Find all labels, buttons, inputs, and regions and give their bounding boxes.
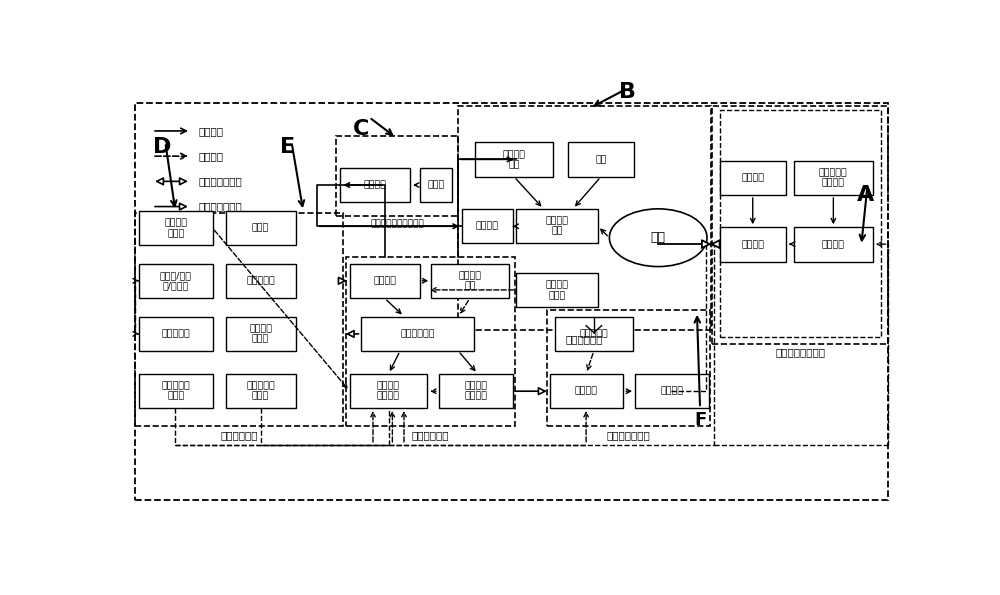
Text: B: B [619, 82, 636, 102]
Bar [550, 374, 623, 408]
Bar [458, 106, 711, 330]
Bar [340, 168, 410, 202]
Text: 故障诊断
电路: 故障诊断 电路 [458, 271, 481, 291]
Bar [336, 136, 458, 216]
Text: 压力调节
电磁阀: 压力调节 电磁阀 [249, 324, 272, 343]
Bar [139, 317, 213, 351]
Bar [226, 211, 296, 246]
Text: 补偿电磁阀: 补偿电磁阀 [161, 329, 190, 338]
Bar [226, 374, 296, 408]
Bar [516, 209, 598, 243]
Text: D: D [153, 137, 171, 157]
Text: 制动主缸带储油杯总成: 制动主缸带储油杯总成 [370, 220, 424, 228]
Circle shape [609, 209, 707, 267]
Text: 安全阀: 安全阀 [252, 224, 269, 233]
Text: 电机执行机构: 电机执行机构 [566, 334, 603, 344]
Bar [516, 273, 598, 308]
Text: 信号采集
处理电路: 信号采集 处理电路 [377, 381, 400, 400]
Bar [226, 317, 296, 351]
Bar [139, 374, 213, 408]
Bar [346, 257, 515, 427]
Text: F: F [694, 411, 706, 428]
Bar [361, 317, 474, 351]
Bar [462, 209, 512, 243]
Text: 电子控制单元: 电子控制单元 [412, 430, 449, 440]
Text: 卡环: 卡环 [595, 155, 607, 164]
Bar [555, 317, 633, 351]
Text: C: C [353, 118, 370, 139]
Bar [635, 374, 709, 408]
Text: 电路连接: 电路连接 [199, 151, 224, 161]
Text: 储油杯: 储油杯 [427, 180, 444, 189]
Text: 驱动电路: 驱动电路 [660, 387, 683, 396]
Bar [226, 264, 296, 298]
Text: 蓄能器压力
传感器: 蓄能器压力 传感器 [246, 381, 275, 400]
Text: 机械子模块连接: 机械子模块连接 [199, 176, 242, 186]
Bar [568, 142, 634, 177]
Text: 电机: 电机 [651, 231, 666, 244]
Bar [350, 374, 427, 408]
Text: 低压蓄能器: 低压蓄能器 [246, 277, 275, 286]
Bar [547, 309, 710, 427]
Text: 电源模块: 电源模块 [373, 277, 396, 286]
Text: 泵电机/液压
泵/蓄能器: 泵电机/液压 泵/蓄能器 [160, 271, 192, 291]
Bar [139, 211, 213, 246]
Bar [139, 264, 213, 298]
Text: 电机驱动控制器: 电机驱动控制器 [607, 430, 651, 440]
Text: 机械连接: 机械连接 [199, 126, 224, 136]
Text: 转子位置
传感器: 转子位置 传感器 [546, 280, 569, 300]
Bar [350, 264, 420, 298]
Text: 制动踏板操作机构: 制动踏板操作机构 [775, 347, 825, 358]
Text: 中央处理单元: 中央处理单元 [400, 329, 435, 338]
Text: 行程回位
弹簧: 行程回位 弹簧 [503, 150, 526, 170]
Bar [439, 374, 512, 408]
Text: 低压蓄能器
电磁阀: 低压蓄能器 电磁阀 [161, 381, 190, 400]
Text: 制动开关: 制动开关 [742, 173, 765, 183]
Text: 子模块信号传递: 子模块信号传递 [199, 202, 242, 212]
Bar [135, 104, 888, 500]
Bar [720, 161, 786, 195]
Bar [794, 161, 873, 195]
Text: 制动踏板: 制动踏板 [822, 240, 845, 249]
Text: 主缸压力
传感器: 主缸压力 传感器 [164, 218, 187, 238]
Text: 滚珠丝杠
机构: 滚珠丝杠 机构 [546, 217, 569, 236]
Bar [794, 227, 873, 262]
Text: 输入推杆: 输入推杆 [742, 240, 765, 249]
Text: 控制信号
输出电路: 控制信号 输出电路 [464, 381, 487, 400]
Text: 输出推杆: 输出推杆 [476, 221, 499, 230]
Bar [720, 110, 881, 337]
Text: E: E [280, 137, 295, 157]
Bar [712, 106, 888, 344]
Text: 控制电路: 控制电路 [575, 387, 598, 396]
Bar [720, 227, 786, 262]
Text: A: A [856, 185, 874, 205]
Text: 电流传感器: 电流传感器 [580, 329, 608, 338]
Bar [431, 264, 509, 298]
Text: 制动主缸: 制动主缸 [364, 180, 387, 189]
Bar [420, 168, 452, 202]
Text: 液压控制单元: 液压控制单元 [220, 430, 258, 440]
Bar [475, 142, 553, 177]
Bar [135, 214, 343, 427]
Text: 制动踏板位
置传感器: 制动踏板位 置传感器 [819, 168, 848, 187]
